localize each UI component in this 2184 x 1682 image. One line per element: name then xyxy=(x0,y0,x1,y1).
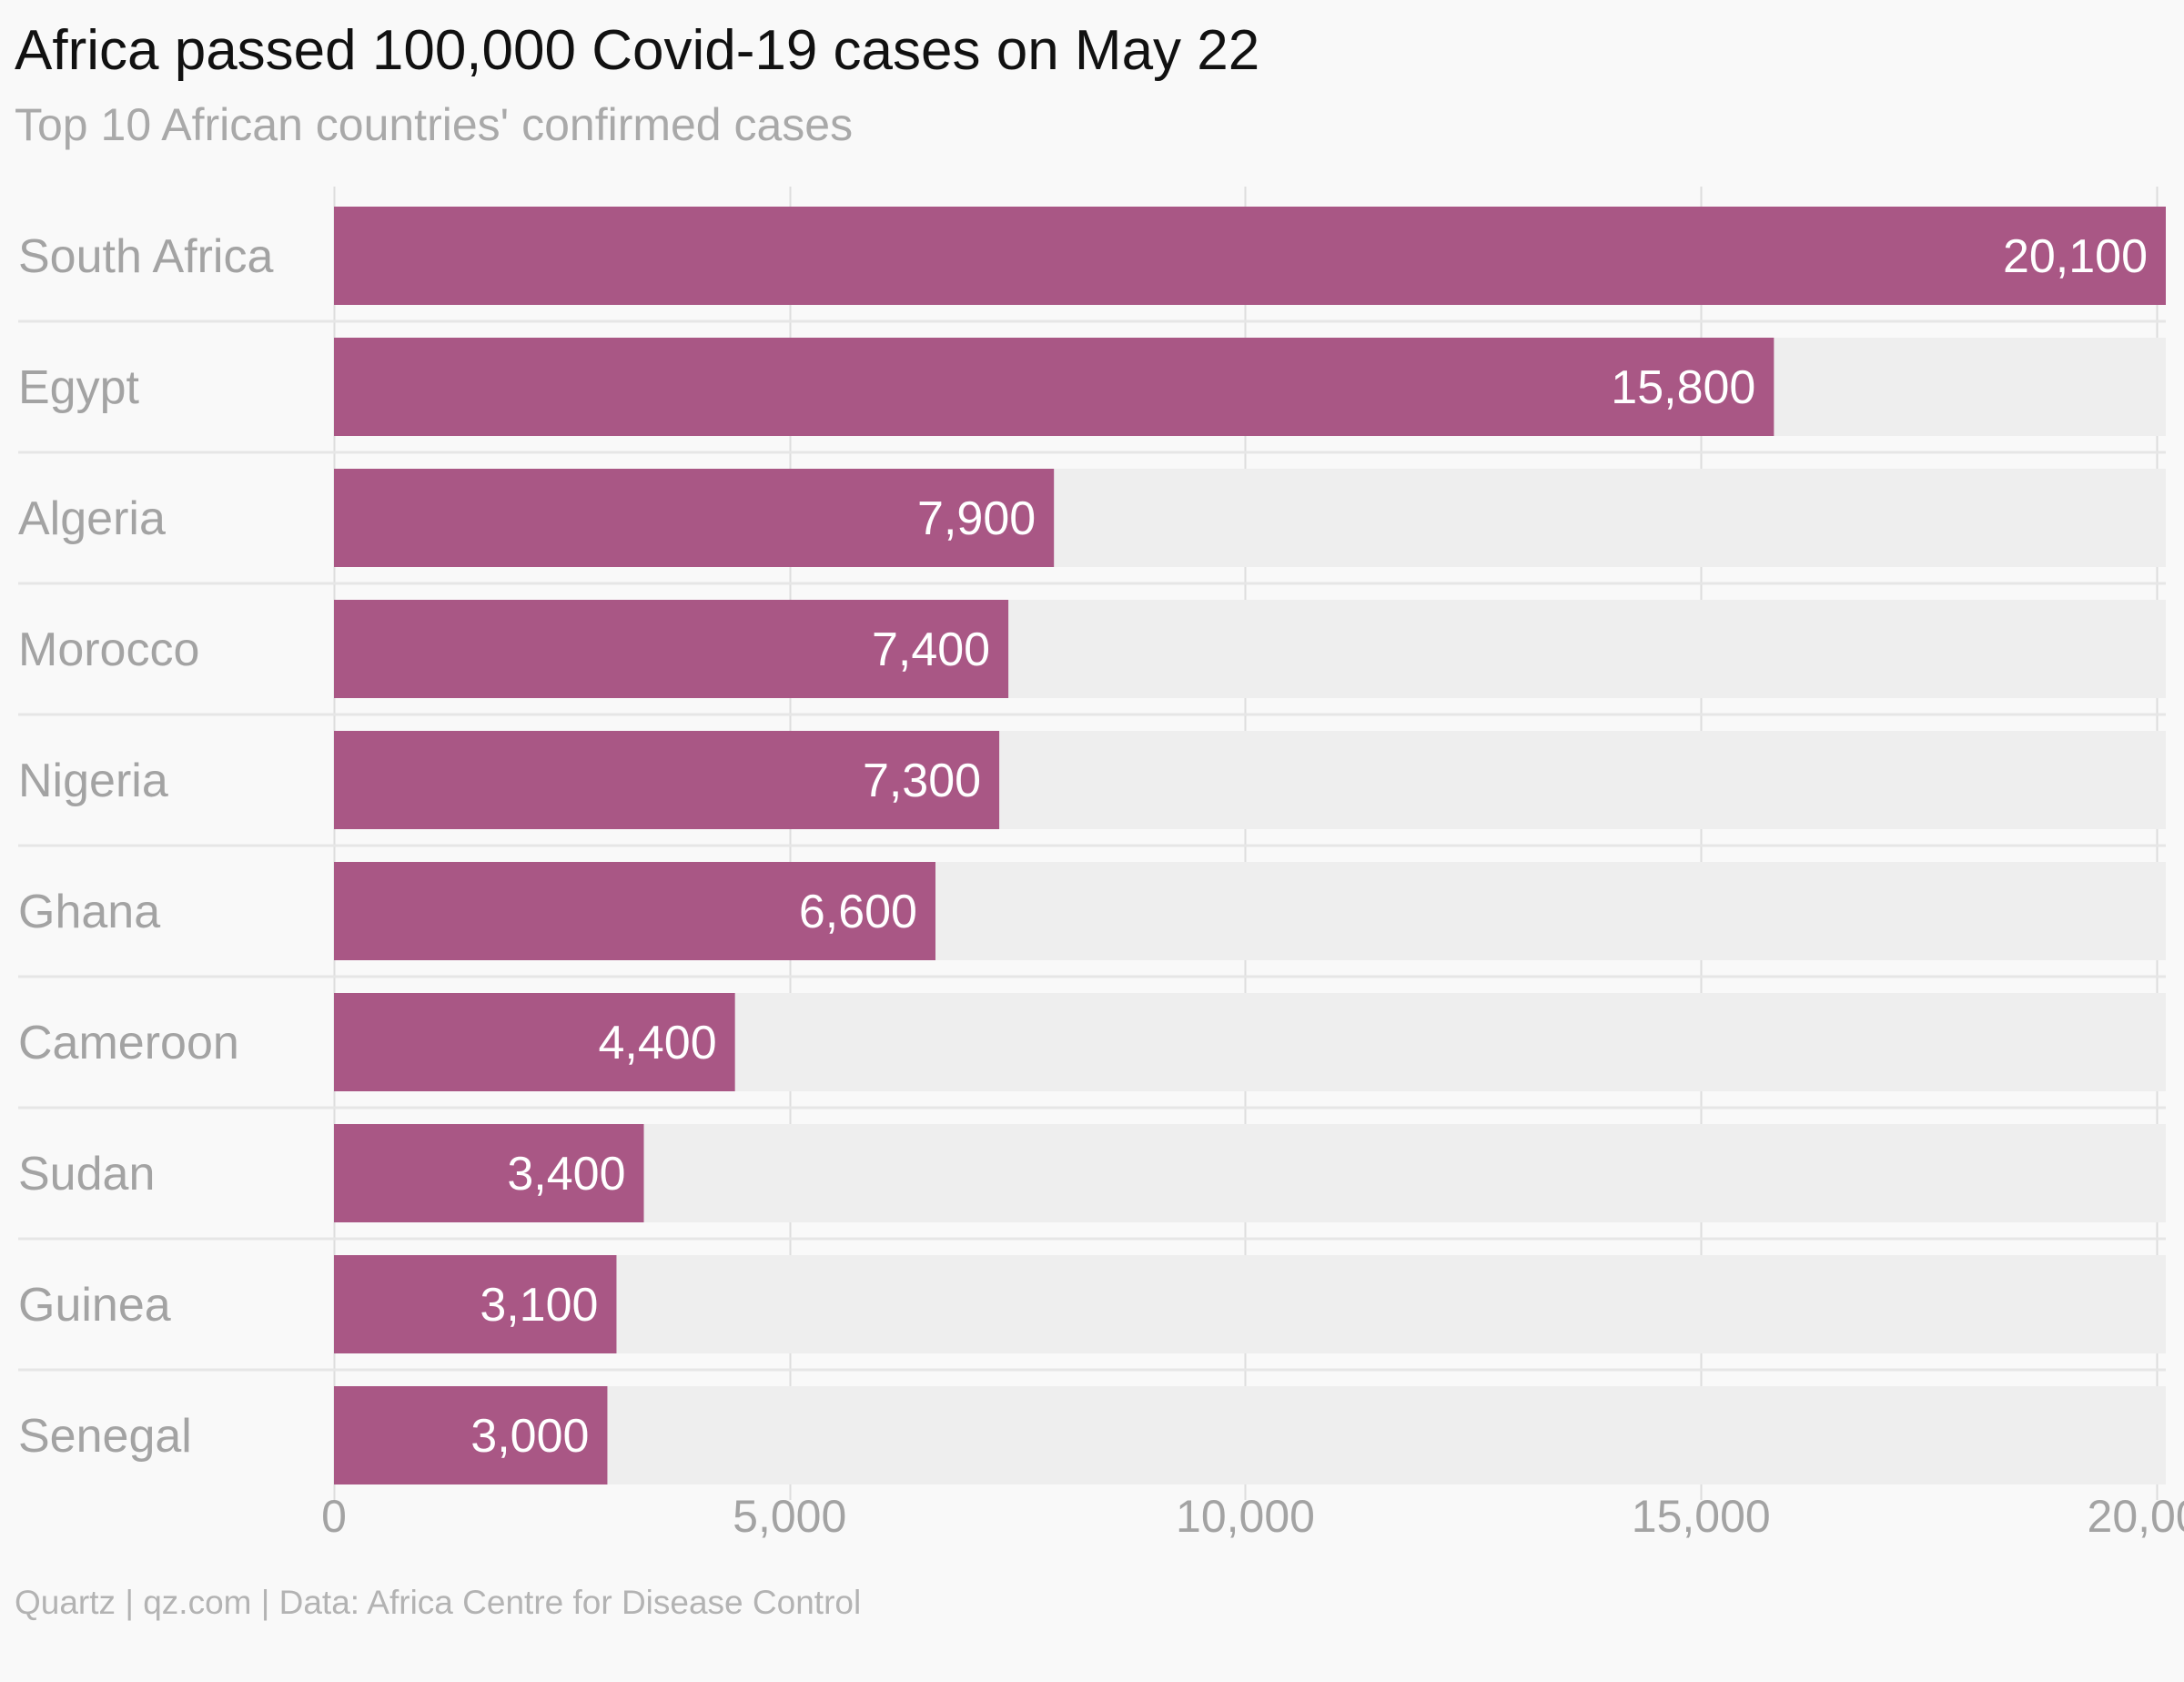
chart-subtitle: Top 10 African countries' confirmed case… xyxy=(15,99,854,150)
bar-track-guinea xyxy=(334,1255,2166,1353)
bar-egypt xyxy=(334,338,1774,436)
category-label-guinea: Guinea xyxy=(18,1279,171,1332)
bar-algeria xyxy=(334,469,1055,567)
category-label-nigeria: Nigeria xyxy=(18,755,168,807)
value-label-south-africa: 20,100 xyxy=(2003,230,2148,283)
value-label-sudan: 3,400 xyxy=(507,1148,625,1201)
x-tick-label-20000: 20,000 xyxy=(2088,1491,2184,1542)
value-label-cameroon: 4,400 xyxy=(599,1017,717,1069)
category-label-south-africa: South Africa xyxy=(18,230,273,283)
source-note: Quartz | qz.com | Data: Africa Centre fo… xyxy=(15,1584,862,1621)
bar-senegal xyxy=(334,1386,608,1484)
bar-nigeria xyxy=(334,731,1000,829)
x-axis-ticks: 0 5,000 10,000 15,000 20,000 xyxy=(321,1491,2184,1542)
row-separators xyxy=(18,319,2166,1372)
value-label-egypt: 15,800 xyxy=(1611,361,1755,414)
x-tick-label-10000: 10,000 xyxy=(1176,1491,1315,1542)
category-label-sudan: Sudan xyxy=(18,1148,155,1201)
x-tick-label-5000: 5,000 xyxy=(733,1491,846,1542)
category-label-senegal: Senegal xyxy=(18,1410,192,1463)
bar-morocco xyxy=(334,600,1009,698)
x-tick-label-0: 0 xyxy=(321,1491,347,1542)
bar-sudan xyxy=(334,1124,644,1222)
bar-ghana xyxy=(334,862,935,960)
value-label-nigeria: 7,300 xyxy=(863,755,981,807)
category-labels: South Africa Egypt Algeria Morocco Nigeria Gh… xyxy=(18,230,273,1463)
value-labels: 20,100 15,800 7,900 7,400 7,300 6,600 4,400 3,4… xyxy=(470,230,2148,1463)
value-label-algeria: 7,900 xyxy=(917,492,1036,545)
bar-track-senegal xyxy=(334,1386,2166,1484)
category-label-egypt: Egypt xyxy=(18,361,140,414)
x-tick-label-15000: 15,000 xyxy=(1632,1491,1771,1542)
category-label-algeria: Algeria xyxy=(18,492,166,545)
bar-guinea xyxy=(334,1255,617,1353)
bar-south-africa xyxy=(334,207,2166,305)
value-label-senegal: 3,000 xyxy=(470,1410,589,1463)
chart-title: Africa passed 100,000 Covid-19 cases on … xyxy=(15,19,1260,82)
category-label-ghana: Ghana xyxy=(18,886,160,938)
value-label-morocco: 7,400 xyxy=(872,623,990,676)
bar-cameroon xyxy=(334,993,735,1091)
value-label-ghana: 6,600 xyxy=(799,886,917,938)
bars xyxy=(334,207,2166,1484)
category-label-morocco: Morocco xyxy=(18,623,199,676)
value-label-guinea: 3,100 xyxy=(480,1279,598,1332)
category-label-cameroon: Cameroon xyxy=(18,1017,239,1069)
